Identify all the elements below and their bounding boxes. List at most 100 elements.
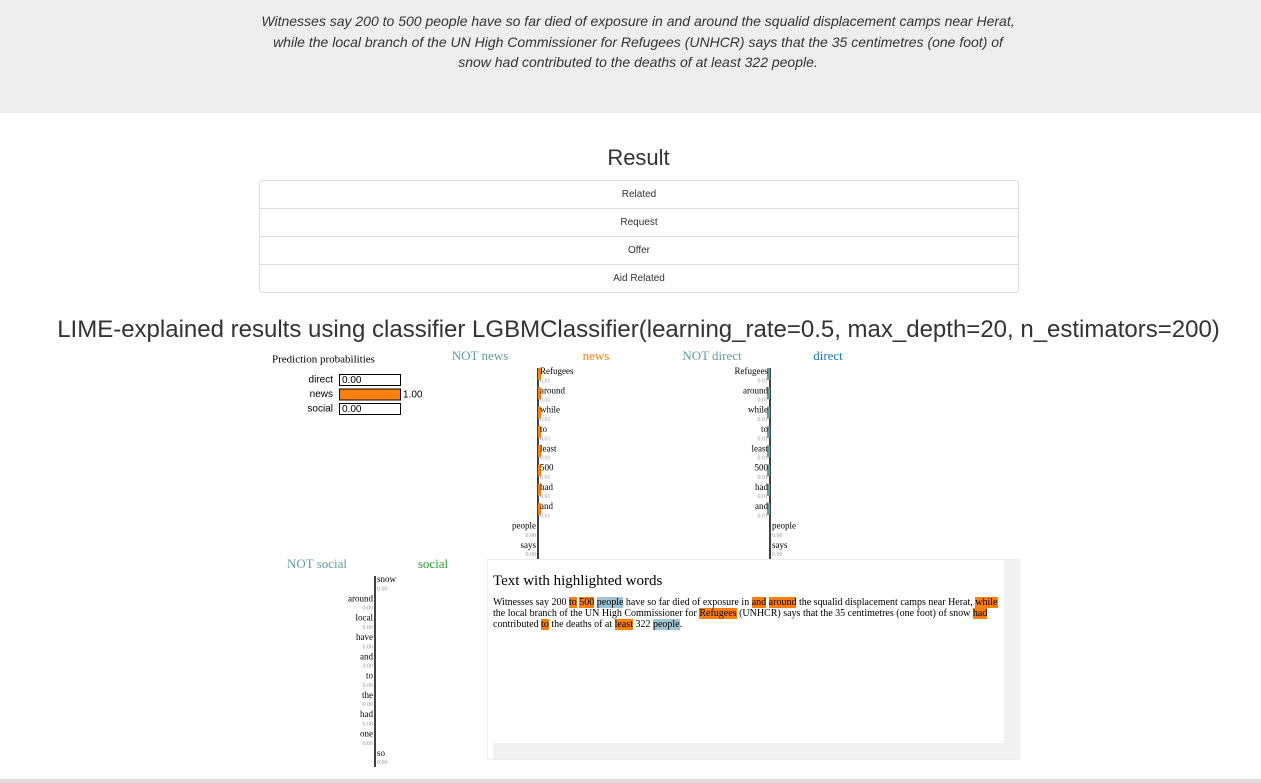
text-segment: Refugees [699,608,737,619]
text-segment: 322 [632,619,653,630]
feature-word: Refugees [735,366,769,376]
feature-value: 0.01 [758,456,769,462]
feature-value: 0.00 [526,533,537,539]
prob-label: 0.00 [342,404,362,415]
text-segment: (UNHCR) says that the 35 centimetres (on… [736,608,973,619]
feature-word: have [356,632,373,642]
feature-word: and [540,501,553,511]
feature-word: 500 [755,463,769,473]
prob-bar [339,388,401,401]
message-text: Witnesses say 200 to 500 people have so … [261,13,1015,70]
feature-value: 0.01 [540,417,551,423]
feature-word: the [362,690,373,700]
feature-value: 0.00 [772,533,783,539]
text-segment: the deaths of at [548,619,615,630]
text-segment: the local branch of the UN High Commissi… [493,608,700,619]
feature-word: people [512,520,536,530]
prob-frame [339,374,401,386]
feature-bar [767,503,770,516]
feature-value: 0.01 [758,494,769,500]
feature-word: around [743,385,768,395]
highlight-title: Text with highlighted words [493,573,663,589]
feature-bar [767,387,770,400]
feature-word: while [748,405,768,415]
prob-label: 1.00 [403,390,423,401]
feature-bar [767,368,770,380]
feature-word: had [360,709,373,719]
feature-word: 500 [540,463,554,473]
feature-value: 0.01 [758,513,769,519]
prob-frame [339,403,401,415]
scrollbar[interactable] [493,743,1019,759]
text-segment: to [568,597,577,608]
feature-bar [538,483,541,496]
feature-bar [538,387,541,400]
text-segment: have so far died of exposure in [623,597,752,608]
feature-word: says [521,540,537,550]
not-class-header: NOT direct [682,348,742,363]
feature-value: 0.01 [540,378,551,384]
not-class-header: NOT news [452,348,508,363]
text-segment: had [972,608,988,619]
feature-bar [767,406,770,419]
text-segment: people [652,619,680,630]
class-label: news [310,389,333,400]
message-band: MESSAGE Witnesses say 200 to 500 people … [0,0,1261,113]
feature-word: and [755,501,768,511]
feature-value: 0.01 [540,475,551,481]
message-label: MESSAGE [0,0,1261,3]
feature-value: 0.01 [758,417,769,423]
feature-word: while [540,405,560,415]
feature-value: 0.01 [758,398,769,404]
feature-value: 0.01 [540,436,551,442]
text-segment: . [679,619,683,630]
result-item[interactable]: Related [621,189,657,200]
feature-word: least [752,443,769,453]
feature-value: 0.01 [758,378,769,384]
text-segment: 500 [579,597,595,608]
highlight-box: Text with highlighted words Witnesses sa… [487,559,1020,760]
text-segment: contributed [493,619,542,630]
feature-word: to [366,671,374,681]
text-segment: the squalid displacement camps near Hera… [796,597,976,608]
feature-value: 0.00 [526,552,537,558]
feature-word: says [772,540,788,550]
feature-value: 0.00 [772,552,783,558]
class-header: direct [813,348,843,363]
result-item[interactable]: Aid Related [260,264,1018,292]
feature-value: 0.01 [758,475,769,481]
feature-value: 0.00 [363,625,374,631]
class-header: news [583,348,610,363]
text-segment: people [596,597,624,608]
feature-value: 0.00 [363,644,374,650]
highlight-text: Witnesses say 200 to 500 people have so … [493,597,1001,630]
feature-word: had [755,482,768,492]
feature-value: 0.01 [540,513,551,519]
footer-line [0,779,1261,783]
feature-bar [538,445,541,458]
feature-value: 0.01 [758,436,769,442]
feature-word: one [360,728,373,738]
class-label: direct [309,375,334,386]
prob-label: 0.00 [342,375,362,386]
result-item[interactable]: Request [260,208,1018,236]
feature-value: 0.00 [377,760,388,766]
feature-bar [538,464,541,477]
class-label: social [307,404,333,415]
feature-value: 0.01 [540,398,551,404]
feature-bar [767,425,770,438]
result-item[interactable]: Offer [260,236,1018,264]
feature-bar [767,445,770,458]
feature-bar [538,503,541,516]
feature-value: 0.00 [363,702,374,708]
not-class-header: NOT social [287,556,347,571]
feature-value: 0.00 [363,741,374,747]
feature-value: 0.00 [363,606,374,612]
feature-word: around [348,593,373,603]
feature-word: Refugees [540,366,574,376]
feature-word: had [540,482,553,492]
feature-word: least [540,443,557,453]
scrollbar[interactable] [1004,560,1019,743]
